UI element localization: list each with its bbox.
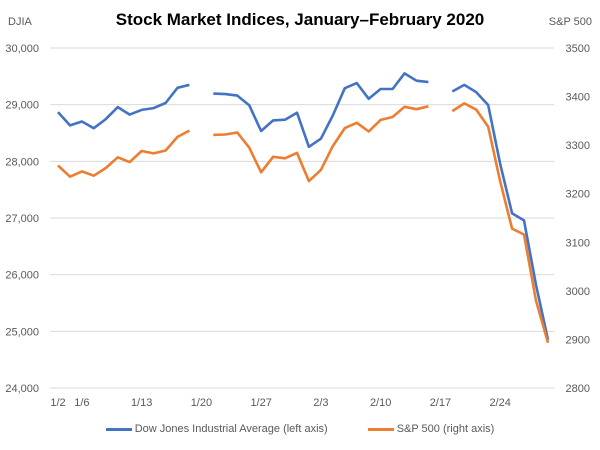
right-tick-label: 3500 bbox=[566, 43, 590, 55]
left-tick-label: 24,000 bbox=[5, 383, 39, 395]
legend-swatch-sp500 bbox=[367, 427, 394, 431]
legend-swatch-djia bbox=[105, 427, 132, 431]
series-line-djia bbox=[57, 83, 190, 130]
series-line-djia bbox=[213, 72, 429, 149]
left-tick-label: 27,000 bbox=[5, 213, 39, 225]
left-tick-label: 25,000 bbox=[5, 326, 39, 338]
x-tick-label: 1/20 bbox=[191, 397, 212, 409]
right-tick-label: 2800 bbox=[566, 383, 590, 395]
chart-title: Stock Market Indices, January–February 2… bbox=[115, 10, 485, 29]
legend-label-sp500: S&P 500 (right axis) bbox=[396, 423, 495, 435]
right-tick-label: 3400 bbox=[566, 92, 590, 104]
x-tick-label: 1/27 bbox=[250, 397, 271, 409]
legend: Dow Jones Industrial Average (left axis)… bbox=[0, 423, 600, 435]
x-tick-label: 1/6 bbox=[74, 397, 89, 409]
x-tick-label: 1/2 bbox=[50, 397, 65, 409]
x-tick-label: 2/10 bbox=[370, 397, 391, 409]
left-axis-title: DJIA bbox=[8, 16, 32, 28]
x-tick-label: 2/17 bbox=[430, 397, 451, 409]
x-tick-label: 2/3 bbox=[313, 397, 328, 409]
right-axis-title: S&P 500 bbox=[548, 16, 592, 28]
right-tick-label: 3100 bbox=[566, 237, 590, 249]
series-line-sp500 bbox=[57, 129, 191, 178]
right-tick-label: 2900 bbox=[566, 334, 590, 346]
legend-label-djia: Dow Jones Industrial Average (left axis) bbox=[134, 423, 328, 435]
right-tick-label: 3200 bbox=[566, 189, 590, 201]
legend-item-sp500: S&P 500 (right axis) bbox=[367, 423, 495, 435]
legend-item-djia: Dow Jones Industrial Average (left axis) bbox=[105, 423, 328, 435]
left-tick-label: 28,000 bbox=[5, 156, 39, 168]
left-tick-label: 30,000 bbox=[5, 43, 39, 55]
x-tick-label: 2/24 bbox=[489, 397, 510, 409]
series-line-sp500 bbox=[451, 102, 550, 344]
right-tick-label: 3300 bbox=[566, 140, 590, 152]
right-tick-label: 3000 bbox=[566, 286, 590, 298]
left-tick-label: 29,000 bbox=[5, 100, 39, 112]
left-tick-label: 26,000 bbox=[5, 270, 39, 282]
x-tick-label: 1/13 bbox=[131, 397, 152, 409]
series-line-djia bbox=[451, 83, 550, 341]
